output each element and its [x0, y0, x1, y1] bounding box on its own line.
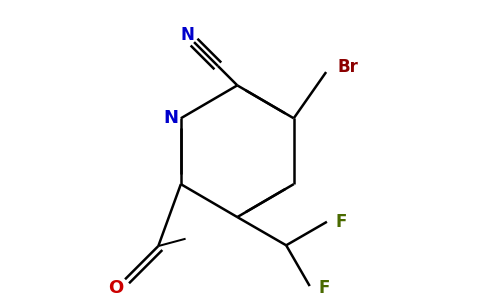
- Text: F: F: [335, 213, 347, 231]
- Text: N: N: [180, 26, 194, 44]
- Text: N: N: [163, 109, 178, 127]
- Text: Br: Br: [338, 58, 359, 76]
- Text: F: F: [318, 279, 330, 297]
- Text: O: O: [108, 279, 123, 297]
